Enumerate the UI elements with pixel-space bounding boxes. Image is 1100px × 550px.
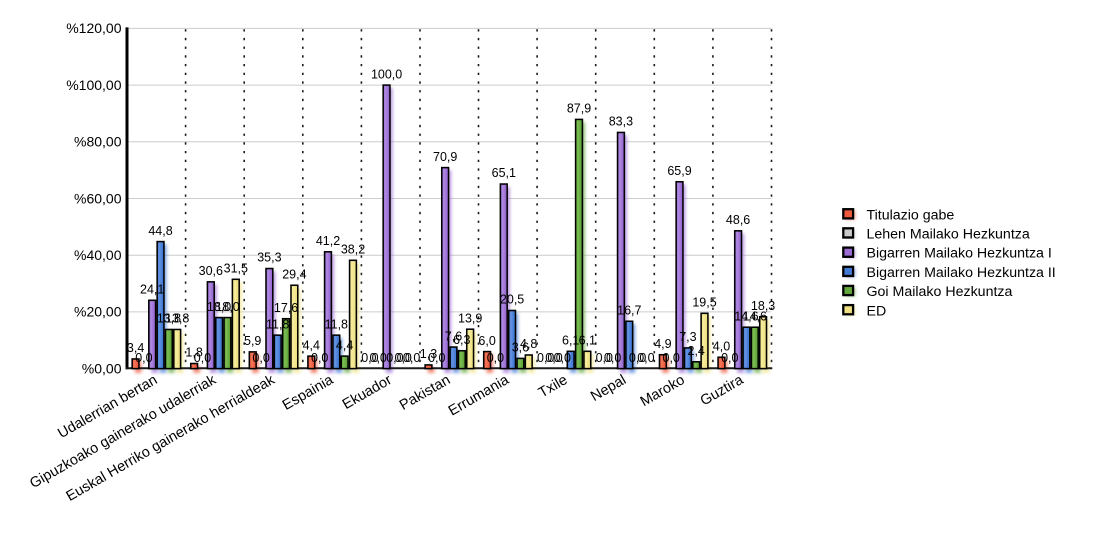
svg-text:0,0: 0,0 xyxy=(537,351,554,365)
svg-text:6,1: 6,1 xyxy=(562,334,579,348)
svg-text:0,0: 0,0 xyxy=(252,351,269,365)
svg-text:17,6: 17,6 xyxy=(274,301,298,315)
svg-text:0,0: 0,0 xyxy=(403,351,420,365)
svg-text:4,9: 4,9 xyxy=(654,337,671,351)
svg-text:13,8: 13,8 xyxy=(165,312,189,326)
svg-text:0,0: 0,0 xyxy=(361,351,378,365)
svg-text:18,0: 18,0 xyxy=(207,300,231,314)
svg-text:87,9: 87,9 xyxy=(567,102,591,116)
svg-text:Bigarren Mailako Hezkuntza I: Bigarren Mailako Hezkuntza I xyxy=(867,246,1052,262)
svg-text:35,3: 35,3 xyxy=(257,251,281,265)
svg-text:14,6: 14,6 xyxy=(734,309,758,323)
svg-text:4,4: 4,4 xyxy=(303,338,320,352)
svg-text:0,0: 0,0 xyxy=(604,351,621,365)
svg-text:%0,00: %0,00 xyxy=(82,360,122,376)
svg-text:Lehen Mailako Hezkuntza: Lehen Mailako Hezkuntza xyxy=(867,227,1030,243)
svg-text:%120,00: %120,00 xyxy=(66,20,121,36)
svg-text:Goi Mailako Hezkuntza: Goi Mailako Hezkuntza xyxy=(867,284,1013,300)
svg-text:29,4: 29,4 xyxy=(282,268,306,282)
svg-text:%40,00: %40,00 xyxy=(74,247,122,263)
svg-text:Bigarren Mailako Hezkuntza II: Bigarren Mailako Hezkuntza II xyxy=(867,265,1056,281)
svg-text:0,0: 0,0 xyxy=(194,351,211,365)
svg-text:3,4: 3,4 xyxy=(127,341,144,355)
svg-text:70,9: 70,9 xyxy=(433,150,457,164)
svg-text:1,8: 1,8 xyxy=(185,346,202,360)
svg-text:4,8: 4,8 xyxy=(520,337,537,351)
svg-text:0,0: 0,0 xyxy=(135,351,152,365)
svg-text:100,0: 100,0 xyxy=(371,67,402,81)
svg-text:13,9: 13,9 xyxy=(458,311,482,325)
svg-text:83,3: 83,3 xyxy=(609,115,633,129)
svg-text:1,3: 1,3 xyxy=(420,347,437,361)
svg-text:18,0: 18,0 xyxy=(215,300,239,314)
svg-text:13,8: 13,8 xyxy=(157,312,181,326)
svg-text:0,0: 0,0 xyxy=(428,351,445,365)
svg-text:11,8: 11,8 xyxy=(325,317,348,331)
svg-text:65,1: 65,1 xyxy=(492,166,516,180)
svg-text:6,1: 6,1 xyxy=(579,334,596,348)
svg-text:20,5: 20,5 xyxy=(500,293,524,307)
svg-text:41,2: 41,2 xyxy=(316,234,340,248)
svg-text:18,3: 18,3 xyxy=(751,299,775,313)
svg-text:44,8: 44,8 xyxy=(148,224,172,238)
svg-text:4,4: 4,4 xyxy=(336,338,353,352)
svg-text:0,0: 0,0 xyxy=(663,351,680,365)
svg-text:3,6: 3,6 xyxy=(512,341,529,355)
svg-text:0,0: 0,0 xyxy=(554,351,571,365)
svg-text:65,9: 65,9 xyxy=(667,164,691,178)
svg-text:0,0: 0,0 xyxy=(370,351,387,365)
svg-text:48,6: 48,6 xyxy=(726,213,750,227)
svg-text:0,0: 0,0 xyxy=(395,351,412,365)
svg-text:7,6: 7,6 xyxy=(445,329,462,343)
svg-text:11,8: 11,8 xyxy=(266,317,289,331)
svg-text:6,0: 6,0 xyxy=(478,334,495,348)
svg-text:31,5: 31,5 xyxy=(224,262,248,276)
svg-text:%80,00: %80,00 xyxy=(74,134,122,150)
svg-text:24,1: 24,1 xyxy=(140,283,164,297)
svg-text:5,9: 5,9 xyxy=(244,334,261,348)
svg-text:7,3: 7,3 xyxy=(679,330,696,344)
svg-text:0,0: 0,0 xyxy=(545,351,562,365)
svg-text:16,7: 16,7 xyxy=(617,304,641,318)
svg-text:19,5: 19,5 xyxy=(692,296,716,310)
svg-text:0,0: 0,0 xyxy=(629,351,646,365)
svg-text:0,0: 0,0 xyxy=(311,351,328,365)
svg-text:0,0: 0,0 xyxy=(386,351,403,365)
svg-text:30,6: 30,6 xyxy=(199,264,223,278)
svg-text:2,4: 2,4 xyxy=(688,344,705,358)
svg-text:ED: ED xyxy=(867,303,887,319)
svg-text:4,0: 4,0 xyxy=(713,340,730,354)
svg-text:14,6: 14,6 xyxy=(743,309,767,323)
svg-text:%100,00: %100,00 xyxy=(66,77,121,93)
svg-text:0,0: 0,0 xyxy=(637,351,654,365)
svg-text:38,2: 38,2 xyxy=(341,243,365,257)
svg-text:%20,00: %20,00 xyxy=(74,304,122,320)
svg-text:Titulazio gabe: Titulazio gabe xyxy=(867,207,955,223)
svg-text:0,0: 0,0 xyxy=(596,351,613,365)
svg-text:0,0: 0,0 xyxy=(487,351,504,365)
svg-text:%60,00: %60,00 xyxy=(74,190,122,206)
svg-text:0,0: 0,0 xyxy=(721,351,738,365)
svg-text:6,3: 6,3 xyxy=(453,333,470,347)
